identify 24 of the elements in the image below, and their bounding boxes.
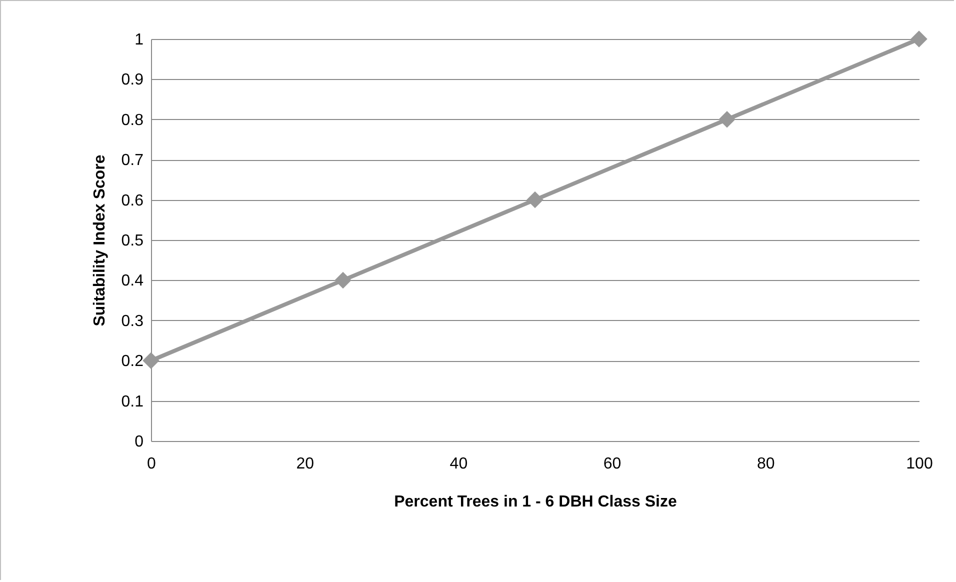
x-tick-label: 20 — [296, 456, 314, 472]
x-tick-label: 80 — [757, 456, 775, 472]
y-tick-label: 0.1 — [121, 393, 144, 410]
point — [910, 30, 928, 48]
y-tick-label: 0.5 — [121, 232, 144, 250]
y-tick-label: 0.2 — [121, 353, 144, 370]
x-axis-title: Percent Trees in 1 - 6 DBH Class Size — [394, 494, 677, 510]
x-tick-label: 100 — [906, 456, 933, 472]
point — [334, 272, 352, 289]
y-tick-label: 0 — [134, 434, 144, 450]
x-tick-label: 40 — [450, 456, 468, 472]
y-tick-label: 0.8 — [121, 112, 144, 129]
y-tick-label: 0.4 — [121, 272, 144, 290]
y-tick-label: 0.3 — [121, 312, 144, 330]
x-tick-label: 0 — [147, 456, 156, 472]
x-tick-label: 60 — [603, 456, 622, 472]
point — [526, 191, 544, 208]
y-axis-title: Suitability Index Score — [91, 154, 108, 326]
y-tick-label: 0.6 — [121, 192, 144, 210]
y-tick-label: 0.7 — [121, 152, 144, 170]
y-tick-label: 0.9 — [121, 72, 144, 89]
point — [718, 111, 736, 128]
y-tick-label: 1 — [134, 32, 144, 48]
point — [142, 352, 160, 369]
